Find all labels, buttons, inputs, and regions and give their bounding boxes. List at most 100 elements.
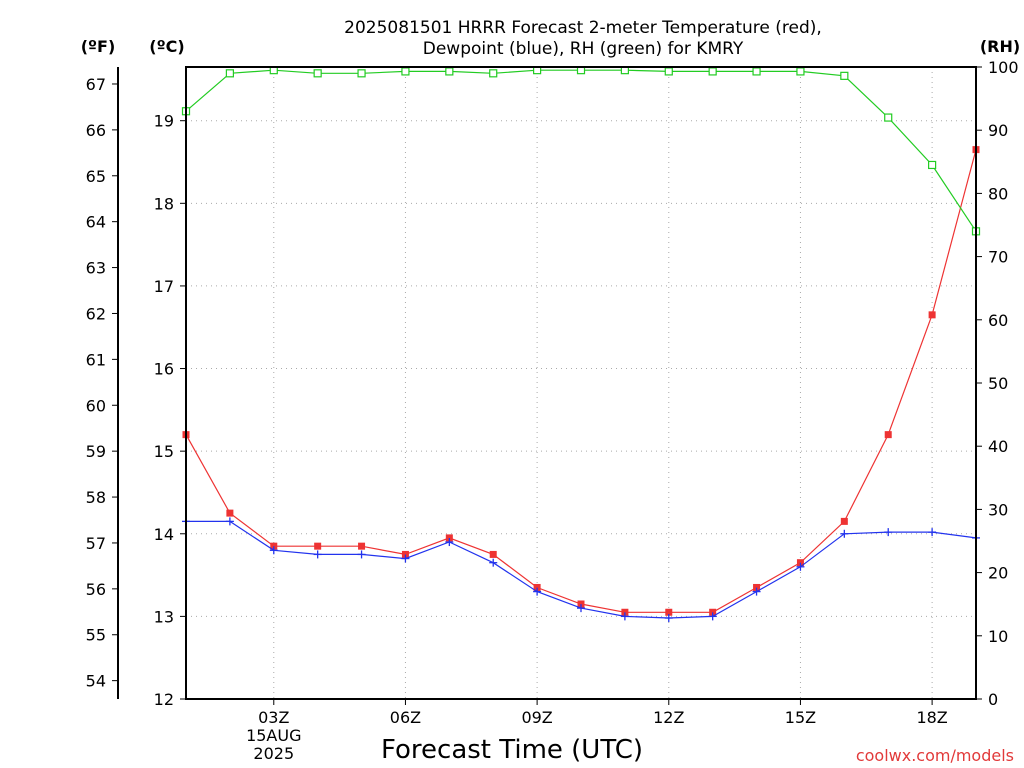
rh-point — [840, 71, 849, 80]
dewpoint-point — [840, 529, 849, 538]
fahrenheit-tick-label: 57 — [86, 534, 106, 553]
dewpoint-point — [445, 538, 454, 547]
temperature-point — [577, 600, 585, 608]
gridlines — [186, 67, 976, 699]
rh-tick-label: 30 — [988, 500, 1008, 519]
dewpoint-point — [225, 517, 234, 526]
x-tick-label: 12Z — [653, 708, 684, 727]
temperature-point — [753, 583, 761, 591]
dewpoint-point — [533, 587, 542, 596]
temperature-point — [621, 608, 629, 616]
fahrenheit-tick-label: 56 — [86, 580, 106, 599]
temperature-point — [358, 542, 366, 550]
temperature-point — [665, 608, 673, 616]
fahrenheit-tick-label: 61 — [86, 350, 106, 369]
x-tick-label: 03Z — [258, 708, 289, 727]
temperature-point — [840, 517, 848, 525]
temperature-point — [445, 534, 453, 542]
dewpoint-point — [577, 604, 585, 613]
rh-point — [752, 67, 761, 76]
dewpoint-point — [269, 546, 278, 555]
rh-point — [401, 67, 410, 76]
rh-tick-label: 40 — [988, 437, 1008, 456]
temperature-point — [226, 509, 234, 517]
rh-point — [664, 67, 673, 76]
celsius-tick-label: 17 — [154, 277, 174, 296]
x-tick-label: 09Z — [521, 708, 552, 727]
temperature-point — [489, 550, 497, 558]
temperature-point — [796, 559, 804, 567]
x-tick-label: 06Z — [390, 708, 421, 727]
chart-title-line1: 2025081501 HRRR Forecast 2-meter Tempera… — [344, 18, 822, 38]
x-axis-title: Forecast Time (UTC) — [381, 735, 643, 765]
rh-tick-label: 60 — [988, 311, 1008, 330]
x-date-label: 2025 — [253, 744, 294, 763]
rh-point — [796, 67, 805, 76]
rh-point — [445, 67, 454, 76]
fahrenheit-unit-label: (ºF) — [81, 37, 116, 56]
temperature-point — [709, 608, 717, 616]
celsius-tick-label: 14 — [154, 525, 174, 544]
celsius-tick-label: 12 — [154, 690, 174, 709]
rh-tick-label: 50 — [988, 374, 1008, 393]
rh-tick-label: 100 — [988, 58, 1019, 77]
celsius-tick-label: 18 — [154, 194, 174, 213]
fahrenheit-tick-label: 55 — [86, 626, 106, 645]
temperature-point — [270, 542, 278, 550]
temperature-point — [401, 550, 409, 558]
rh-point — [357, 69, 366, 78]
celsius-tick-label: 16 — [154, 360, 174, 379]
data-series — [181, 66, 981, 623]
dewpoint-point — [884, 528, 893, 537]
fahrenheit-tick-label: 60 — [86, 396, 106, 415]
rh-tick-label: 90 — [988, 121, 1008, 140]
dewpoint-point — [313, 550, 322, 559]
dewpoint-point — [752, 587, 761, 596]
dewpoint-point — [620, 612, 629, 621]
celsius-tick-label: 15 — [154, 442, 174, 461]
chart-title-line2: Dewpoint (blue), RH (green) for KMRY — [423, 39, 744, 59]
plot-frame — [185, 66, 977, 700]
rh-tick-label: 0 — [988, 690, 998, 709]
fahrenheit-tick-label: 66 — [86, 121, 106, 140]
rh-tick-label: 10 — [988, 627, 1008, 646]
dewpoint-point — [401, 554, 410, 563]
celsius-tick-label: 19 — [154, 112, 174, 131]
source-credit: coolwx.com/models — [856, 746, 1014, 765]
temperature-point — [884, 431, 892, 439]
temperature-point — [314, 542, 322, 550]
rh-point — [708, 67, 717, 76]
fahrenheit-tick-label: 59 — [86, 442, 106, 461]
fahrenheit-tick-label: 65 — [86, 167, 106, 186]
celsius-unit-label: (ºC) — [149, 37, 184, 56]
rh-unit-label: (RH) — [980, 37, 1020, 56]
rh-point — [928, 160, 937, 170]
x-tick-label: 15Z — [785, 708, 816, 727]
fahrenheit-tick-label: 63 — [86, 259, 106, 278]
celsius-tick-label: 13 — [154, 607, 174, 626]
rh-tick-label: 80 — [988, 184, 1008, 203]
rh-tick-label: 70 — [988, 248, 1008, 267]
x-date-label: 15AUG — [246, 726, 301, 745]
fahrenheit-tick-label: 54 — [86, 672, 106, 691]
dewpoint-point — [796, 562, 805, 571]
rh-tick-label: 20 — [988, 564, 1008, 583]
fahrenheit-tick-label: 62 — [86, 304, 106, 323]
fahrenheit-tick-label: 67 — [86, 75, 106, 94]
rh-point — [489, 69, 498, 78]
rh-line — [185, 69, 977, 232]
dewpoint-point — [664, 614, 673, 623]
fahrenheit-tick-label: 58 — [86, 488, 106, 507]
rh-point — [225, 69, 234, 78]
dewpoint-point — [928, 528, 937, 537]
fahrenheit-tick-label: 64 — [86, 213, 106, 232]
temperature-point — [928, 311, 936, 319]
x-tick-label: 18Z — [916, 708, 947, 727]
rh-point — [313, 69, 322, 78]
rh-point — [884, 113, 893, 122]
dewpoint-point — [489, 558, 498, 567]
temperature-line — [185, 149, 977, 613]
dewpoint-point — [357, 550, 366, 559]
